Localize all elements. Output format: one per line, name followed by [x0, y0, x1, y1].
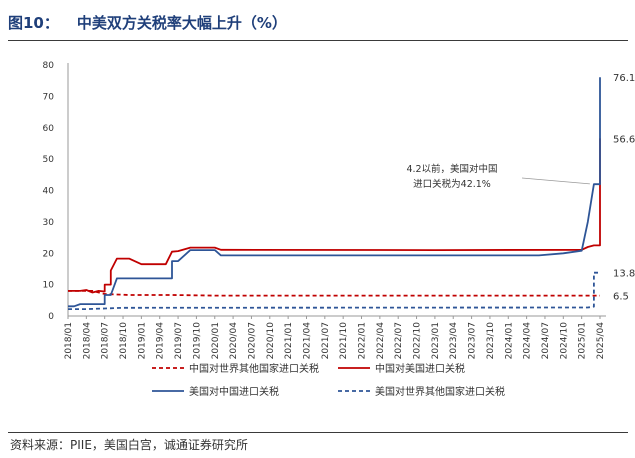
tariff-line-chart: 0 10 20 30 40 50 60 70 80 2018/01 2018/04 2018/07 20… [43, 61, 635, 398]
x-tick-label: 2024/07 [541, 322, 551, 359]
series-line-3 [68, 77, 601, 308]
end-value-label: 6.5 [613, 292, 629, 303]
header-rule [8, 40, 628, 41]
source-note: 资料来源：PIIE，美国白宫，诚通证券研究所 [10, 438, 248, 452]
x-tick-label: 2021/07 [321, 322, 331, 359]
end-value-label: 13.8 [613, 269, 635, 280]
chart-end-labels: 76.1 56.6 13.8 6.5 [613, 73, 635, 302]
x-tick-label: 2024/04 [523, 322, 533, 360]
y-tick-label: 70 [43, 92, 55, 102]
series-line-1 [68, 290, 600, 297]
series-line-2 [68, 138, 601, 294]
x-tick-label: 2023/01 [431, 322, 441, 359]
chart-axes: 0 10 20 30 40 50 60 70 80 2018/01 2018/04 2018/07 20… [43, 61, 606, 359]
x-tick-label: 2021/04 [302, 322, 312, 360]
footer-rule [8, 432, 628, 433]
figure-label: 图10： [8, 13, 59, 32]
x-tick-label: 2022/10 [413, 322, 423, 360]
series-line-4 [68, 271, 600, 310]
x-tick-label: 2025/01 [578, 322, 588, 359]
x-tick-label: 2020/04 [229, 322, 239, 360]
x-tick-label: 2023/07 [468, 322, 478, 359]
y-tick-label: 0 [48, 312, 54, 322]
annotation-text: 4.2以前，美国对中国 [406, 163, 497, 175]
chart-series [68, 77, 601, 310]
x-tick-label: 2021/10 [339, 322, 349, 360]
x-tick-label: 2018/10 [119, 322, 129, 360]
y-tick-label: 50 [43, 155, 55, 165]
y-tick-label: 40 [43, 187, 55, 197]
x-tick-label: 2024/10 [559, 322, 569, 360]
x-tick-label: 2019/10 [192, 322, 202, 360]
y-tick-label: 60 [43, 124, 55, 134]
x-tick-label: 2018/04 [82, 322, 92, 360]
x-tick-label: 2021/01 [284, 322, 294, 359]
end-value-label: 56.6 [613, 134, 635, 145]
legend-label: 美国对世界其他国家进口关税 [375, 385, 505, 398]
y-tick-label: 10 [43, 281, 55, 291]
annotation-text: 进口关税为42.1% [413, 178, 491, 190]
x-tick-label: 2023/04 [449, 322, 459, 360]
end-value-label: 76.1 [613, 73, 635, 84]
x-tick-label: 2019/01 [137, 322, 147, 359]
x-tick-label: 2025/04 [596, 322, 606, 360]
x-tick-label: 2020/07 [247, 322, 257, 359]
legend-label: 中国对世界其他国家进口关税 [189, 362, 319, 375]
legend-label: 中国对美国进口关税 [375, 362, 465, 375]
legend-label: 美国对中国进口关税 [189, 385, 279, 398]
x-tick-label: 2022/07 [394, 322, 404, 359]
x-tick-label: 2018/07 [101, 322, 111, 359]
x-tick-label: 2024/01 [504, 322, 514, 359]
x-tick-label: 2020/10 [266, 322, 276, 360]
y-tick-label: 80 [43, 61, 55, 71]
annotation-leader-line [521, 177, 590, 185]
x-tick-label: 2018/01 [64, 322, 74, 359]
figure-header: 图10： 中美双方关税率大幅上升（%） [8, 6, 628, 38]
x-tick-label: 2022/04 [376, 322, 386, 360]
figure-title: 中美双方关税率大幅上升（%） [76, 13, 287, 32]
x-tick-label: 2022/01 [358, 322, 368, 359]
y-tick-label: 20 [43, 249, 55, 259]
x-tick-label: 2023/10 [486, 322, 496, 360]
x-tick-label: 2019/04 [156, 322, 166, 360]
y-tick-label: 30 [43, 218, 55, 228]
x-tick-label: 2020/01 [211, 322, 221, 359]
x-tick-label: 2019/07 [174, 322, 184, 359]
